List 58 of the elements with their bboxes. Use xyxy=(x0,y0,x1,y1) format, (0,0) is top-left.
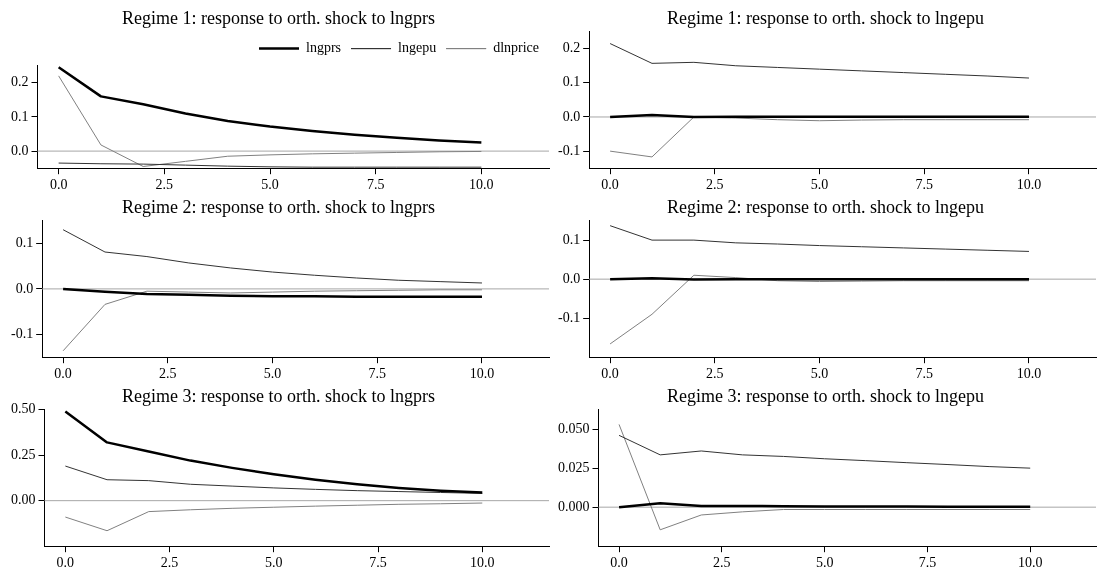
x-tick-label: 2.5 xyxy=(713,555,731,571)
y-tick-label: 0.1 xyxy=(11,108,29,124)
x-tick-label: 10.0 xyxy=(1016,366,1042,382)
y-tick-label: -0.1 xyxy=(10,326,34,342)
y-tick-label: 0.50 xyxy=(11,401,36,417)
y-tick-label: 0.0 xyxy=(15,280,34,296)
x-tick-label: 10.0 xyxy=(1017,555,1043,571)
y-tick-label: 0.2 xyxy=(11,74,29,90)
chart-title: Regime 3: response to orth. shock to lngepu xyxy=(667,385,984,406)
x-tick-label: 7.5 xyxy=(915,366,934,382)
x-tick-label: 7.5 xyxy=(369,555,387,571)
x-tick-label: 10.0 xyxy=(469,177,494,193)
x-tick-label: 10.0 xyxy=(469,366,495,382)
x-tick-label: 5.0 xyxy=(810,177,829,193)
y-tick-label: 0.2 xyxy=(562,40,581,56)
x-tick-label: 10.0 xyxy=(1016,177,1042,193)
chart-title: Regime 2: response to orth. shock to lngprs xyxy=(122,196,435,217)
x-tick-label: 7.5 xyxy=(918,555,937,571)
legend-label: dlnprice xyxy=(493,40,540,56)
chart-title: Regime 3: response to orth. shock to lngprs xyxy=(122,385,435,406)
y-tick-label: 0.1 xyxy=(15,235,34,251)
legend-label: lngepu xyxy=(398,40,437,56)
chart-title: Regime 1: response to orth. shock to lngprs xyxy=(122,7,435,28)
y-tick-label: -0.1 xyxy=(557,309,581,325)
x-tick-label: 5.0 xyxy=(810,366,829,382)
x-tick-label: 5.0 xyxy=(265,555,283,571)
x-tick-label: 2.5 xyxy=(706,366,724,382)
legend-label: lngprs xyxy=(306,40,342,56)
x-tick-label: 7.5 xyxy=(366,177,385,193)
x-tick-label: 0.0 xyxy=(56,555,75,571)
x-tick-label: 7.5 xyxy=(368,366,387,382)
y-tick-label: 0.0 xyxy=(562,270,581,286)
x-tick-label: 2.5 xyxy=(706,177,724,193)
y-tick-label: 0.25 xyxy=(11,446,36,462)
x-tick-label: 2.5 xyxy=(160,555,179,571)
x-tick-label: 0.0 xyxy=(54,366,72,382)
y-tick-label: -0.1 xyxy=(557,142,581,158)
y-tick-label: 0.050 xyxy=(558,420,590,436)
y-tick-label: 0.000 xyxy=(558,498,590,514)
y-tick-label: 0.0 xyxy=(562,108,581,124)
x-tick-label: 5.0 xyxy=(815,555,834,571)
x-tick-label: 0.0 xyxy=(601,366,619,382)
y-tick-label: 0.1 xyxy=(562,74,581,90)
x-tick-label: 5.0 xyxy=(261,177,279,193)
y-tick-label: 0.1 xyxy=(562,231,581,247)
chart-title: Regime 2: response to orth. shock to lngepu xyxy=(667,196,984,217)
y-tick-label: 0.0 xyxy=(11,142,29,158)
x-tick-label: 0.0 xyxy=(601,177,619,193)
x-tick-label: 0.0 xyxy=(610,555,628,571)
x-tick-label: 0.0 xyxy=(49,177,68,193)
x-tick-label: 2.5 xyxy=(155,177,174,193)
x-tick-label: 5.0 xyxy=(263,366,282,382)
x-tick-label: 10.0 xyxy=(470,555,495,571)
x-tick-label: 7.5 xyxy=(915,177,934,193)
chart-title: Regime 1: response to orth. shock to lngepu xyxy=(667,7,984,28)
x-tick-label: 2.5 xyxy=(159,366,177,382)
y-tick-label: 0.025 xyxy=(558,459,590,475)
y-tick-label: 0.00 xyxy=(11,492,36,508)
